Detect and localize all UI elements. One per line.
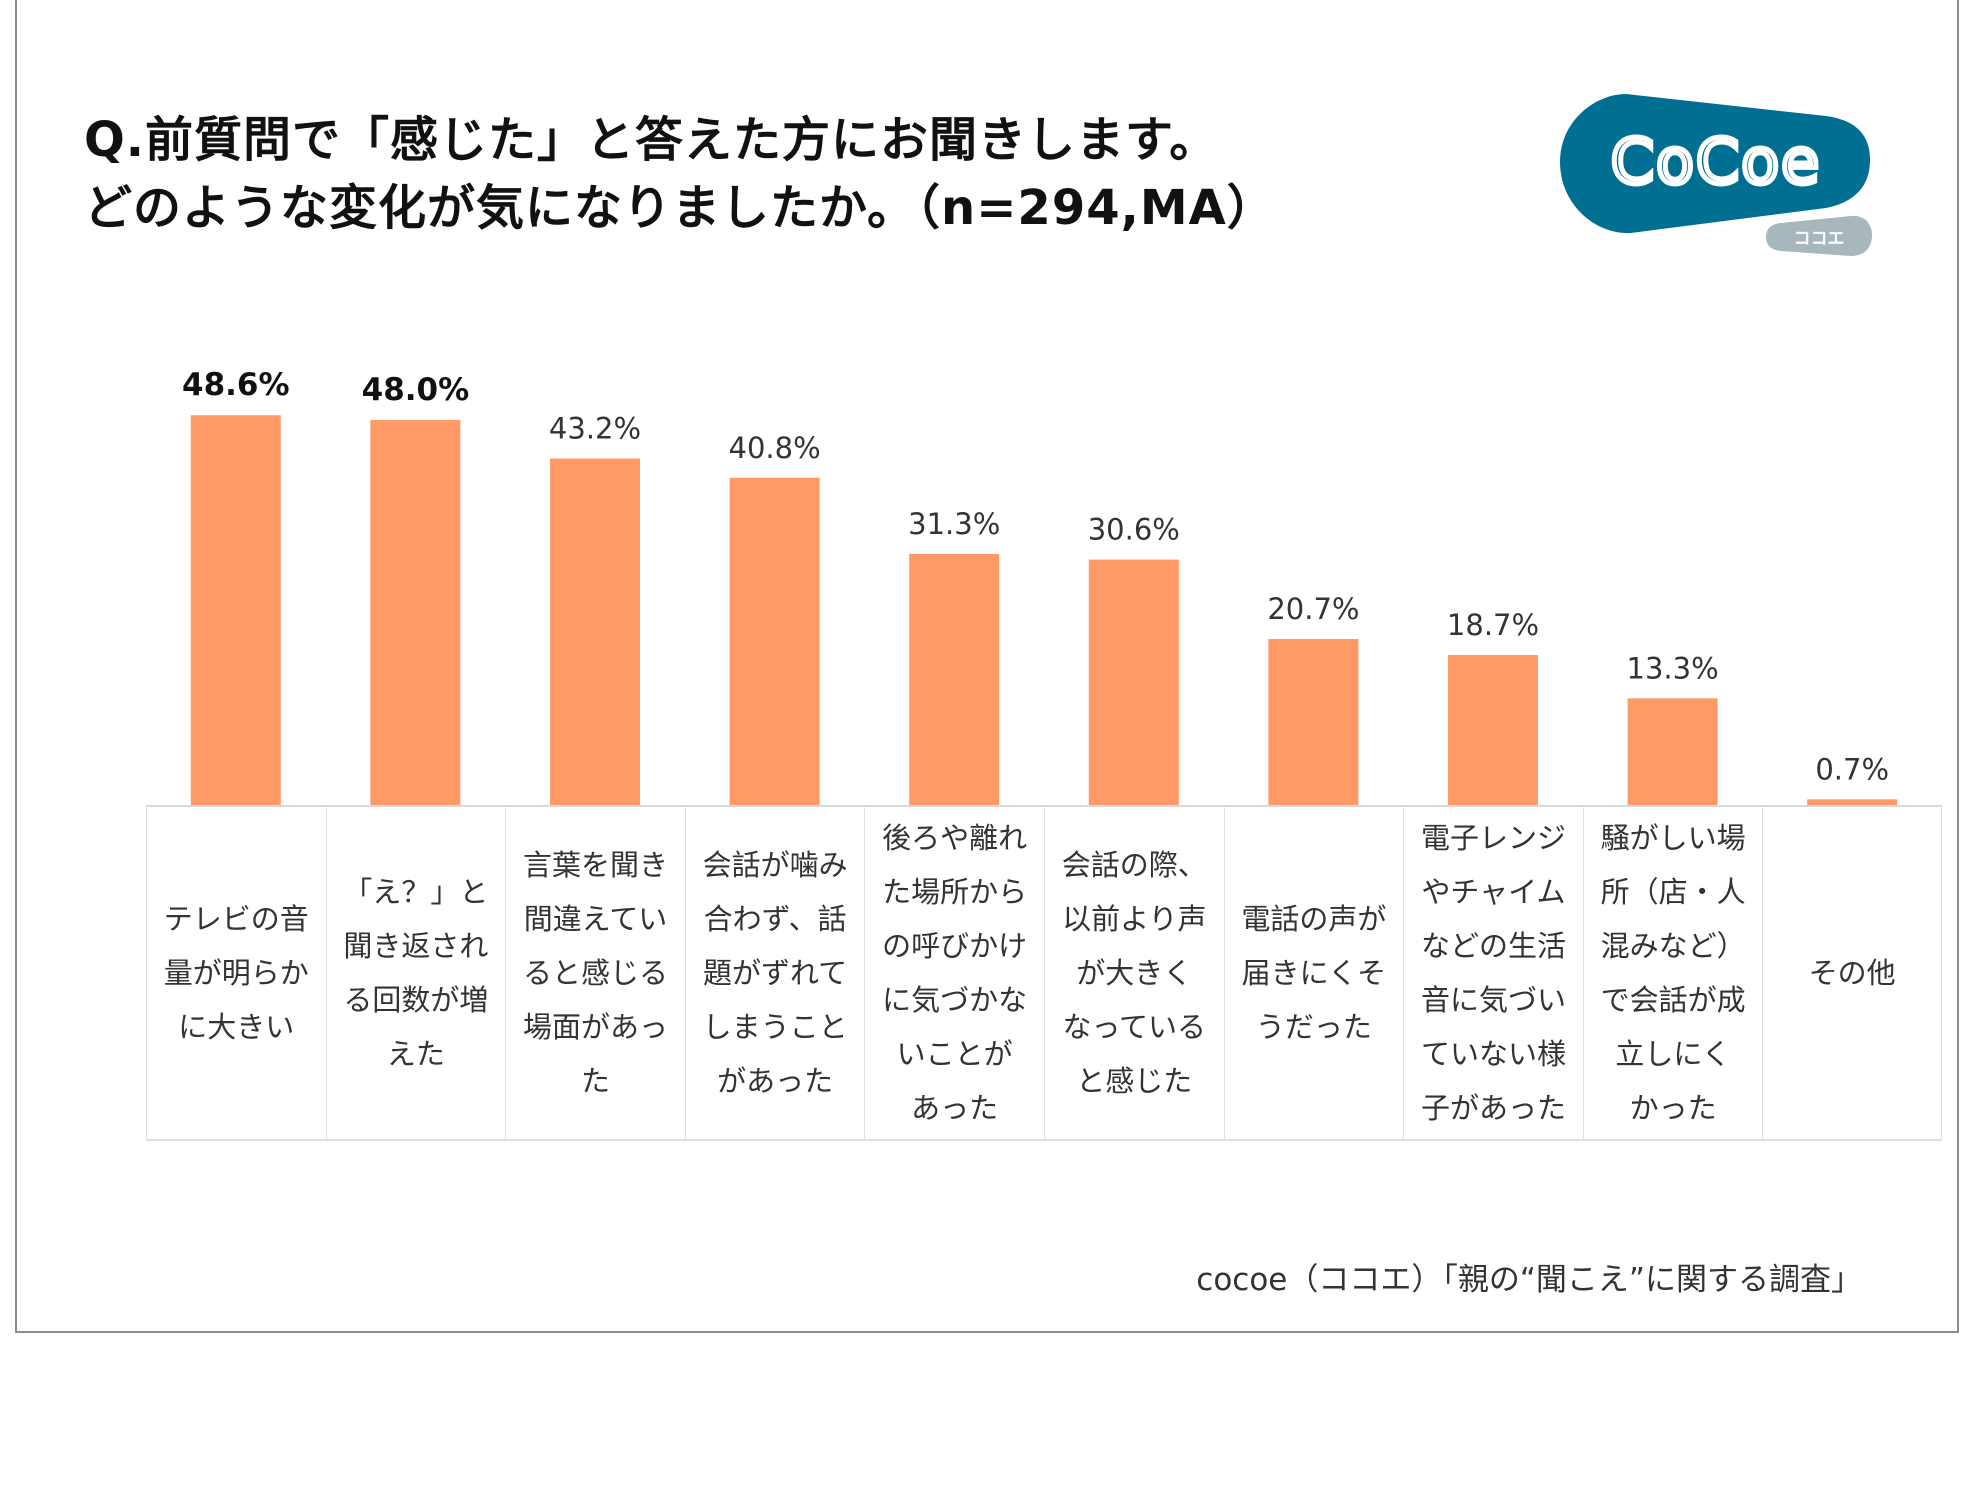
bar [1807,799,1898,805]
category-label: 後ろや離れた場所からの呼びかけに気づかないことがあった [864,806,1044,1140]
category-label-line: いことが [896,1037,1013,1071]
data-label: 13.3% [1627,651,1719,685]
category-label-line: 聞き返され [343,929,489,963]
category-label-line: ていない様 [1420,1037,1566,1071]
category-label-line: 後ろや離れ [882,821,1028,855]
category-label: 会話が噛み合わず、話題がずれてしまうことがあった [684,806,865,1140]
category-label-line: 電話の声が [1241,902,1387,936]
bar [1448,655,1538,805]
bar [1268,638,1359,805]
category-label-line: ると感じる [522,956,668,990]
category-label-line: しまうこと [702,1010,848,1044]
data-label: 40.8% [729,431,821,465]
data-label: 30.6% [1088,513,1180,547]
category-label-line: 以前より声 [1062,902,1207,936]
category-label-line: 電子レンジ [1420,821,1566,855]
bar [1627,698,1718,805]
bar [729,477,820,805]
category-label-line: に気づかな [882,983,1028,1017]
bar [909,553,1000,805]
category-label-line: 所（店・人 [1600,875,1746,909]
cocoe-logo: CoCoe ココエ [1560,94,1872,256]
category-label-line: 言葉を聞き [522,848,668,882]
category-label-line: 合わず、話 [703,902,847,936]
bar [190,415,281,805]
category-label-line: うだった [1255,1010,1372,1044]
category-label-line: の呼びかけ [882,929,1028,963]
bar [370,420,461,805]
category-label: 「え？」と聞き返される回数が増えた [325,806,506,1140]
category-label-line: えた [386,1037,445,1071]
category-label-line: 会話の際、 [1061,848,1207,882]
data-label: 48.0% [362,372,470,408]
category-label-line: 場面があっ [522,1010,668,1044]
data-label: 18.7% [1447,608,1539,642]
category-label-line: あった [911,1091,999,1125]
category-label-line: 「え？」と [343,875,489,909]
category-label: 電話の声が届きにくそうだった [1223,806,1404,1140]
category-label-line: テレビの音 [163,902,309,936]
category-label-line: なっている [1062,1010,1207,1044]
category-label-line: 音に気づい [1420,983,1566,1017]
logo-badge [1560,94,1870,234]
category-label-line: が大きく [1076,956,1193,990]
category-label-line: 間違えてい [523,902,668,936]
category-label-line: 題がずれて [703,956,848,990]
category-label: 電子レンジやチャイムなどの生活音に気づいていない様子があった [1403,806,1583,1140]
question-title-line2: どのような変化が気になりましたか。（n=294,MA） [84,180,1276,236]
source-note: cocoe（ココエ）「親の“聞こえ”に関する調査」 [1196,1262,1862,1298]
bar [550,458,640,805]
category-label-line: 量が明らか [163,956,309,990]
category-label: 言葉を聞き間違えていると感じる場面があった [505,806,685,1140]
logo-sub-badge [1766,215,1872,256]
category-label-line: があった [717,1064,834,1098]
category-label-line: 立しにく [1615,1037,1731,1071]
category-label-line: かった [1629,1091,1717,1125]
data-label: 48.6% [182,367,290,403]
data-label: 43.2% [549,412,641,446]
question-title-line1: Q.前質問で「感じた」と答えた方にお聞きします。 [84,112,1219,168]
category-label-line: に大きい [178,1010,295,1044]
category-label-line: 子があった [1420,1091,1566,1125]
category-label-line: などの生活 [1420,929,1566,963]
category-label: 会話の際、以前より声が大きくなっていると感じた [1044,806,1224,1140]
category-label: テレビの音量が明らかに大きい [146,806,326,1140]
data-label: 0.7% [1815,752,1889,786]
bar [1088,559,1179,805]
data-label: 31.3% [908,507,1000,541]
category-label: その他 [1762,806,1942,1140]
category-label-line: と感じた [1076,1064,1193,1098]
category-label-line: た場所から [882,875,1028,909]
category-label-line: 騒がしい場 [1600,821,1746,855]
logo-subtext: ココエ [1794,229,1845,249]
category-label-line: 会話が噛み [702,848,848,882]
category-label-line: 届きにくそ [1241,956,1387,990]
data-label: 20.7% [1267,592,1359,626]
category-label-line: た [580,1064,610,1098]
category-label-line: で会話が成 [1600,983,1746,1017]
slide-frame [15,0,1959,1333]
category-label-line: る回数が増 [343,983,489,1017]
category-label-line: その他 [1808,956,1896,990]
category-label-line: やチャイム [1421,875,1566,909]
category-label-line: 混みなど） [1600,929,1746,963]
logo-text: CoCoe [1611,125,1822,198]
category-label: 騒がしい場所（店・人混みなど） で会話が成立しにくかった [1582,806,1763,1140]
